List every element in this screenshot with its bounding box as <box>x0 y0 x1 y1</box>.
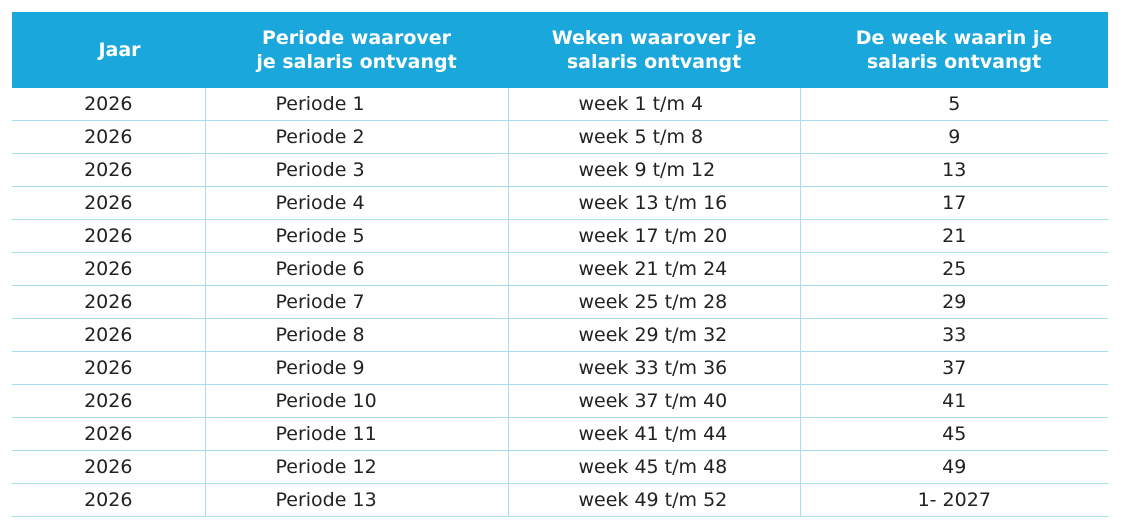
table-cell: Periode 6 <box>204 252 509 286</box>
table-row: 2026 Periode 6 week 21 t/m 24 25 <box>12 252 1108 286</box>
table-row: 2026 Periode 4 week 13 t/m 16 17 <box>12 186 1108 220</box>
table-cell: Periode 9 <box>204 351 509 385</box>
table-cell: 2026 <box>12 351 206 385</box>
table-cell: 1- 2027 <box>799 483 1108 517</box>
table-cell: Periode 5 <box>204 219 509 253</box>
table-cell: Periode 8 <box>204 318 509 352</box>
header-text: De week waarin je salaris ontvangt <box>855 27 1053 73</box>
table-cell: 2026 <box>12 384 206 418</box>
salary-table: Jaar Periode waarover je salaris ontvangt… <box>12 12 1108 517</box>
header-text: Periode waarover je salaris ontvangt <box>256 27 457 73</box>
table-cell: 29 <box>799 285 1108 319</box>
table-cell: 2026 <box>12 285 206 319</box>
table-cell: 2026 <box>12 318 206 352</box>
table-cell: week 5 t/m 8 <box>507 120 801 154</box>
table-cell: week 29 t/m 32 <box>507 318 801 352</box>
table-cell: week 13 t/m 16 <box>507 186 801 220</box>
table-cell: Periode 1 <box>204 88 509 121</box>
table-cell: 21 <box>799 219 1108 253</box>
table-cell: 25 <box>799 252 1108 286</box>
table-row: 2026 Periode 3 week 9 t/m 12 13 <box>12 153 1108 187</box>
table-cell: 2026 <box>12 483 206 517</box>
table-row: 2026 Periode 12 week 45 t/m 48 49 <box>12 450 1108 484</box>
table-cell: week 33 t/m 36 <box>507 351 801 385</box>
table-cell: Periode 11 <box>204 417 509 451</box>
table-cell: 5 <box>799 88 1108 121</box>
table-cell: week 49 t/m 52 <box>507 483 801 517</box>
header-cell: De week waarin je salaris ontvangt <box>800 12 1108 88</box>
table-row: 2026 Periode 13 week 49 t/m 52 1- 2027 <box>12 483 1108 517</box>
table-cell: 2026 <box>12 450 206 484</box>
table-cell: 2026 <box>12 120 206 154</box>
table-row: 2026 Periode 7 week 25 t/m 28 29 <box>12 285 1108 319</box>
table-row: 2026 Periode 10 week 37 t/m 40 41 <box>12 384 1108 418</box>
table-cell: week 25 t/m 28 <box>507 285 801 319</box>
table-cell: 49 <box>799 450 1108 484</box>
table-cell: 9 <box>799 120 1108 154</box>
table-cell: 41 <box>799 384 1108 418</box>
table-row: 2026 Periode 5 week 17 t/m 20 21 <box>12 219 1108 253</box>
table-row: 2026 Periode 8 week 29 t/m 32 33 <box>12 318 1108 352</box>
table-cell: 2026 <box>12 252 206 286</box>
header-text: Weken waarover je salaris ontvangt <box>551 27 757 73</box>
header-cell: Jaar <box>12 12 205 88</box>
table-cell: 2026 <box>12 219 206 253</box>
table-cell: 2026 <box>12 153 206 187</box>
table-cell: week 17 t/m 20 <box>507 219 801 253</box>
table-cell: 33 <box>799 318 1108 352</box>
table-cell: week 37 t/m 40 <box>507 384 801 418</box>
table-cell: week 1 t/m 4 <box>507 88 801 121</box>
table-cell: 13 <box>799 153 1108 187</box>
header-row: Jaar Periode waarover je salaris ontvangt… <box>12 12 1108 88</box>
header-cell: Weken waarover je salaris ontvangt <box>508 12 800 88</box>
table-cell: Periode 12 <box>204 450 509 484</box>
table-cell: week 45 t/m 48 <box>507 450 801 484</box>
table-cell: 45 <box>799 417 1108 451</box>
table-cell: 37 <box>799 351 1108 385</box>
table-cell: Periode 10 <box>204 384 509 418</box>
table-row: 2026 Periode 11 week 41 t/m 44 45 <box>12 417 1108 451</box>
table-cell: Periode 2 <box>204 120 509 154</box>
table-cell: week 41 t/m 44 <box>507 417 801 451</box>
table-cell: week 21 t/m 24 <box>507 252 801 286</box>
table-cell: Periode 3 <box>204 153 509 187</box>
header-cell: Periode waarover je salaris ontvangt <box>205 12 508 88</box>
table-cell: Periode 7 <box>204 285 509 319</box>
table-cell: week 9 t/m 12 <box>507 153 801 187</box>
header-text: Jaar <box>98 39 141 61</box>
table-cell: Periode 4 <box>204 186 509 220</box>
table-cell: 2026 <box>12 417 206 451</box>
table-cell: 17 <box>799 186 1108 220</box>
table-cell: 2026 <box>12 88 206 121</box>
table-cell: 2026 <box>12 186 206 220</box>
table-row: 2026 Periode 9 week 33 t/m 36 37 <box>12 351 1108 385</box>
table-cell: Periode 13 <box>204 483 509 517</box>
